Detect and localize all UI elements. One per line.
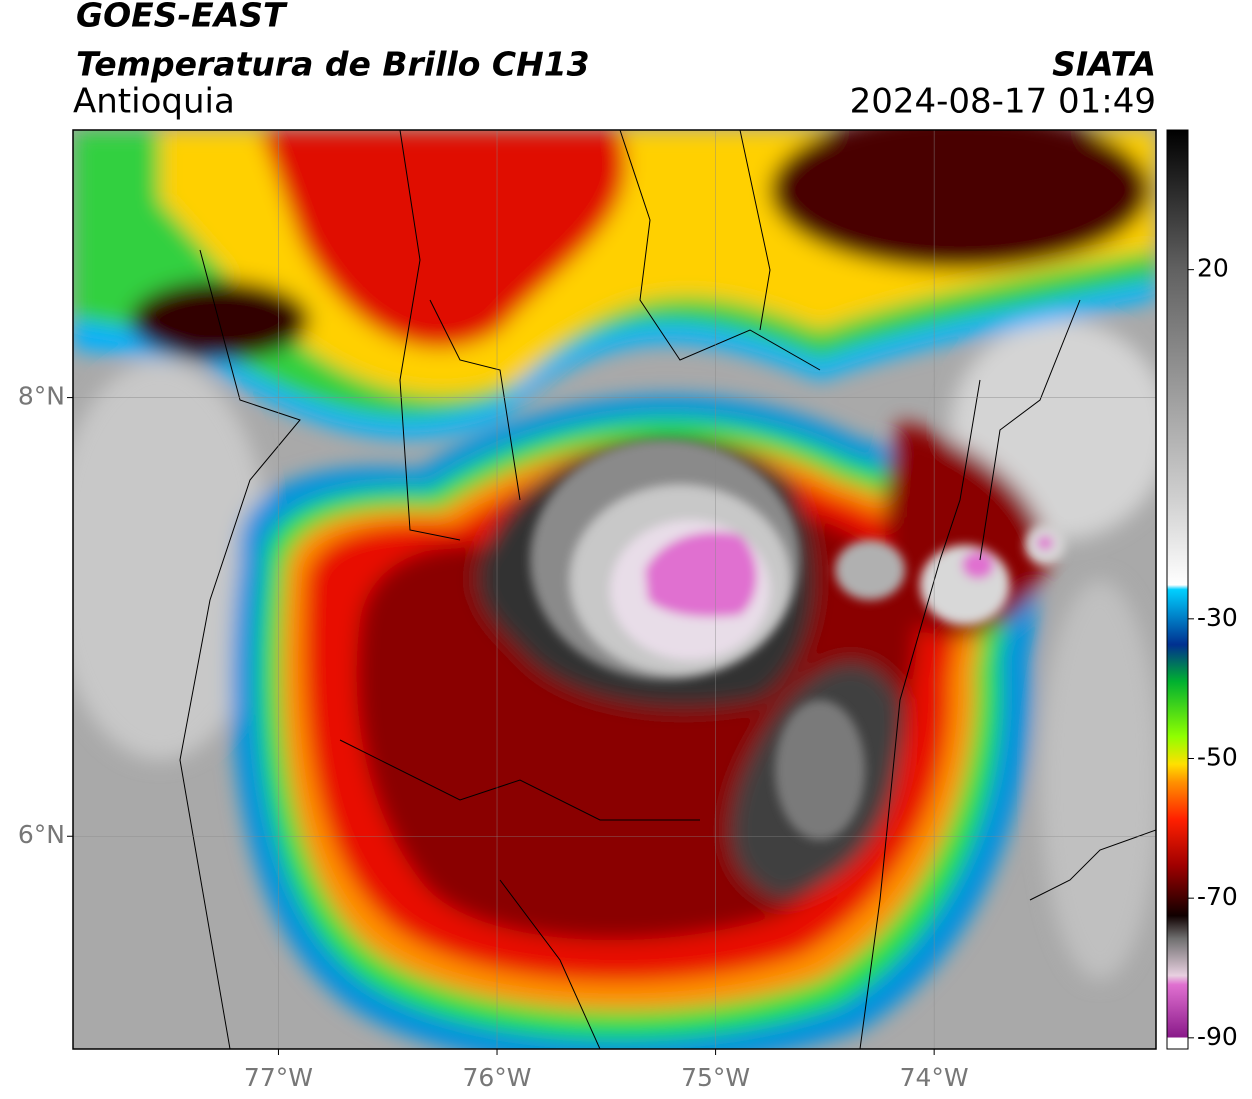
map-frame xyxy=(72,129,1157,1050)
source: SIATA xyxy=(1052,45,1156,84)
borders xyxy=(179,130,1156,1049)
satellite-image xyxy=(73,130,1156,1049)
title: GOES-EAST xyxy=(76,0,288,35)
datetime: 2024-08-17 01:49 xyxy=(850,82,1156,122)
colorbar-tick-label: -90 xyxy=(1197,1022,1238,1051)
colorbar-tick-label: 20 xyxy=(1197,254,1229,283)
x-tick-label: 74°W xyxy=(900,1063,969,1092)
y-tick-label: 6°N xyxy=(18,820,65,849)
colorbar-tick-label: -50 xyxy=(1197,742,1238,771)
colorbar xyxy=(1166,129,1189,1050)
y-tick-label: 8°N xyxy=(18,382,65,411)
x-tick-label: 75°W xyxy=(681,1063,750,1092)
x-tick-label: 77°W xyxy=(244,1063,313,1092)
x-tick-label: 76°W xyxy=(463,1063,532,1092)
subtitle: Temperatura de Brillo CH13 xyxy=(76,45,590,84)
colorbar-tick-label: -30 xyxy=(1197,603,1238,632)
region: Antioquia xyxy=(73,82,235,122)
colorbar-tick-label: -70 xyxy=(1197,882,1238,911)
